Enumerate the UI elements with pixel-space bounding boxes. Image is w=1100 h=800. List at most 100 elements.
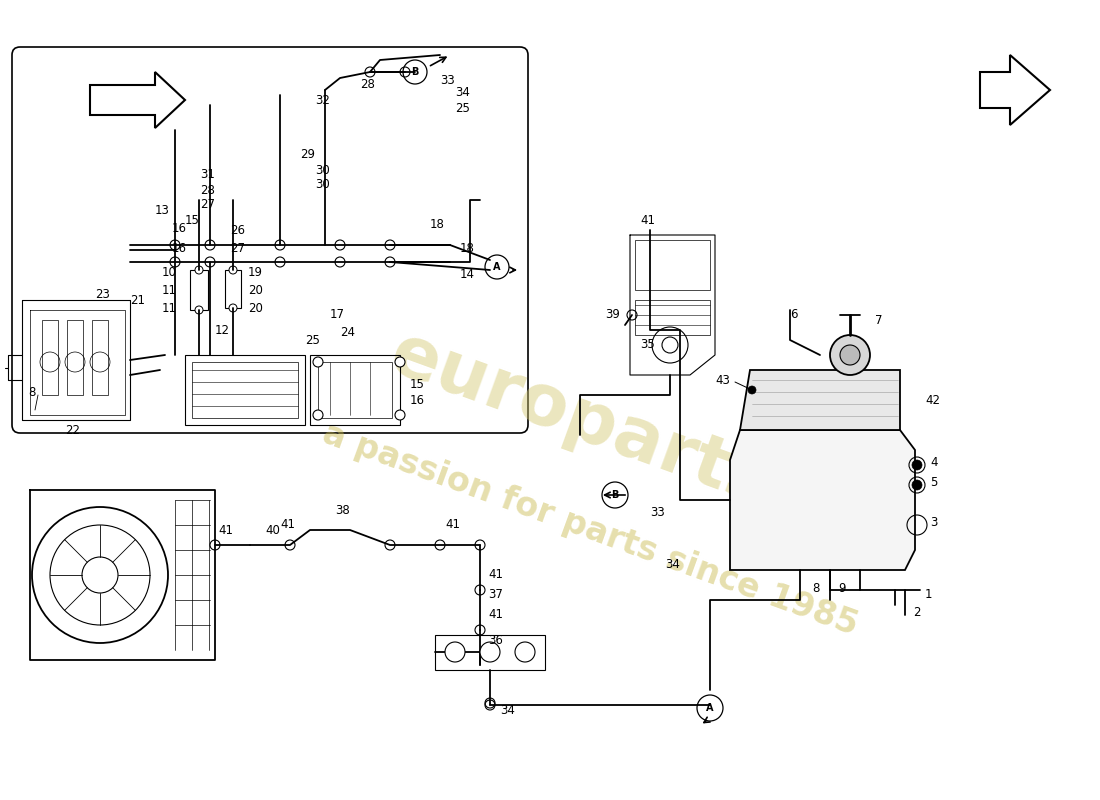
Text: 27: 27 xyxy=(200,198,214,211)
Text: a passion for parts since 1985: a passion for parts since 1985 xyxy=(318,418,862,642)
Text: 11: 11 xyxy=(162,302,177,314)
Circle shape xyxy=(314,410,323,420)
Bar xyxy=(310,355,400,425)
Circle shape xyxy=(912,460,922,470)
Text: 15: 15 xyxy=(185,214,200,226)
Text: 41: 41 xyxy=(488,569,503,582)
Text: 8: 8 xyxy=(28,386,35,399)
Bar xyxy=(92,320,108,395)
Bar xyxy=(434,635,544,670)
Text: 13: 13 xyxy=(155,203,169,217)
Text: B: B xyxy=(411,67,419,77)
Text: 41: 41 xyxy=(488,609,503,622)
Text: 34: 34 xyxy=(666,558,680,571)
Text: 30: 30 xyxy=(315,163,330,177)
Text: 22: 22 xyxy=(65,423,80,437)
Bar xyxy=(635,240,710,290)
Bar xyxy=(67,320,82,395)
Text: A: A xyxy=(706,703,714,713)
Bar xyxy=(635,300,710,335)
Text: 40: 40 xyxy=(265,523,279,537)
Text: 35: 35 xyxy=(640,338,654,351)
Bar xyxy=(190,270,208,310)
Circle shape xyxy=(229,304,236,312)
Text: 32: 32 xyxy=(315,94,330,106)
Circle shape xyxy=(446,642,465,662)
Circle shape xyxy=(515,642,535,662)
Circle shape xyxy=(748,386,756,394)
Text: 4: 4 xyxy=(930,457,937,470)
Circle shape xyxy=(830,335,870,375)
Bar xyxy=(42,320,58,395)
Text: 34: 34 xyxy=(500,703,515,717)
Text: 29: 29 xyxy=(300,149,315,162)
Text: 15: 15 xyxy=(410,378,425,391)
Text: 23: 23 xyxy=(95,289,110,302)
Text: 20: 20 xyxy=(248,302,263,314)
Polygon shape xyxy=(90,72,185,128)
Text: 41: 41 xyxy=(218,523,233,537)
Text: 19: 19 xyxy=(248,266,263,278)
Text: 27: 27 xyxy=(230,242,245,254)
Text: 42: 42 xyxy=(925,394,940,406)
Text: 18: 18 xyxy=(430,218,444,231)
Text: europarts: europarts xyxy=(381,319,780,521)
Polygon shape xyxy=(980,55,1050,125)
Text: 28: 28 xyxy=(200,183,214,197)
Circle shape xyxy=(395,410,405,420)
Text: 26: 26 xyxy=(230,223,245,237)
Text: 30: 30 xyxy=(315,178,330,191)
Text: 18: 18 xyxy=(460,242,475,254)
Text: 2: 2 xyxy=(913,606,921,618)
Text: 14: 14 xyxy=(460,267,475,281)
Text: 16: 16 xyxy=(410,394,425,406)
Text: 41: 41 xyxy=(640,214,654,226)
Polygon shape xyxy=(730,430,915,570)
Text: 36: 36 xyxy=(488,634,503,646)
Text: 6: 6 xyxy=(790,309,798,322)
Bar xyxy=(318,362,392,418)
Text: 21: 21 xyxy=(130,294,145,306)
Text: 11: 11 xyxy=(162,283,177,297)
Text: 33: 33 xyxy=(650,506,664,518)
Text: 34: 34 xyxy=(455,86,470,99)
Text: B: B xyxy=(612,490,618,500)
Circle shape xyxy=(314,357,323,367)
Text: 5: 5 xyxy=(930,477,937,490)
Text: 17: 17 xyxy=(330,309,345,322)
Bar xyxy=(226,270,241,308)
Text: 25: 25 xyxy=(305,334,320,346)
Text: 41: 41 xyxy=(280,518,295,531)
Text: 43: 43 xyxy=(715,374,730,386)
Text: 39: 39 xyxy=(605,309,620,322)
Text: 12: 12 xyxy=(214,323,230,337)
Bar xyxy=(192,362,298,418)
Text: A: A xyxy=(493,262,500,272)
Text: 24: 24 xyxy=(340,326,355,338)
Circle shape xyxy=(480,642,501,662)
Circle shape xyxy=(395,357,405,367)
Text: 8: 8 xyxy=(812,582,820,594)
Text: 16: 16 xyxy=(172,242,187,254)
Circle shape xyxy=(912,480,922,490)
Circle shape xyxy=(195,266,204,274)
Text: 10: 10 xyxy=(162,266,177,278)
Circle shape xyxy=(195,306,204,314)
Text: 28: 28 xyxy=(360,78,375,91)
Text: 25: 25 xyxy=(455,102,470,114)
Text: 41: 41 xyxy=(446,518,460,531)
Text: 31: 31 xyxy=(200,169,214,182)
Text: 16: 16 xyxy=(172,222,187,234)
Text: 37: 37 xyxy=(488,589,503,602)
FancyBboxPatch shape xyxy=(12,47,528,433)
Text: 20: 20 xyxy=(248,283,263,297)
Text: 3: 3 xyxy=(930,517,937,530)
Text: 9: 9 xyxy=(838,582,846,594)
Polygon shape xyxy=(740,370,900,430)
Text: 1: 1 xyxy=(925,589,933,602)
Text: 7: 7 xyxy=(874,314,882,326)
Circle shape xyxy=(229,266,236,274)
Text: 38: 38 xyxy=(336,503,350,517)
Bar xyxy=(185,355,305,425)
Circle shape xyxy=(840,345,860,365)
